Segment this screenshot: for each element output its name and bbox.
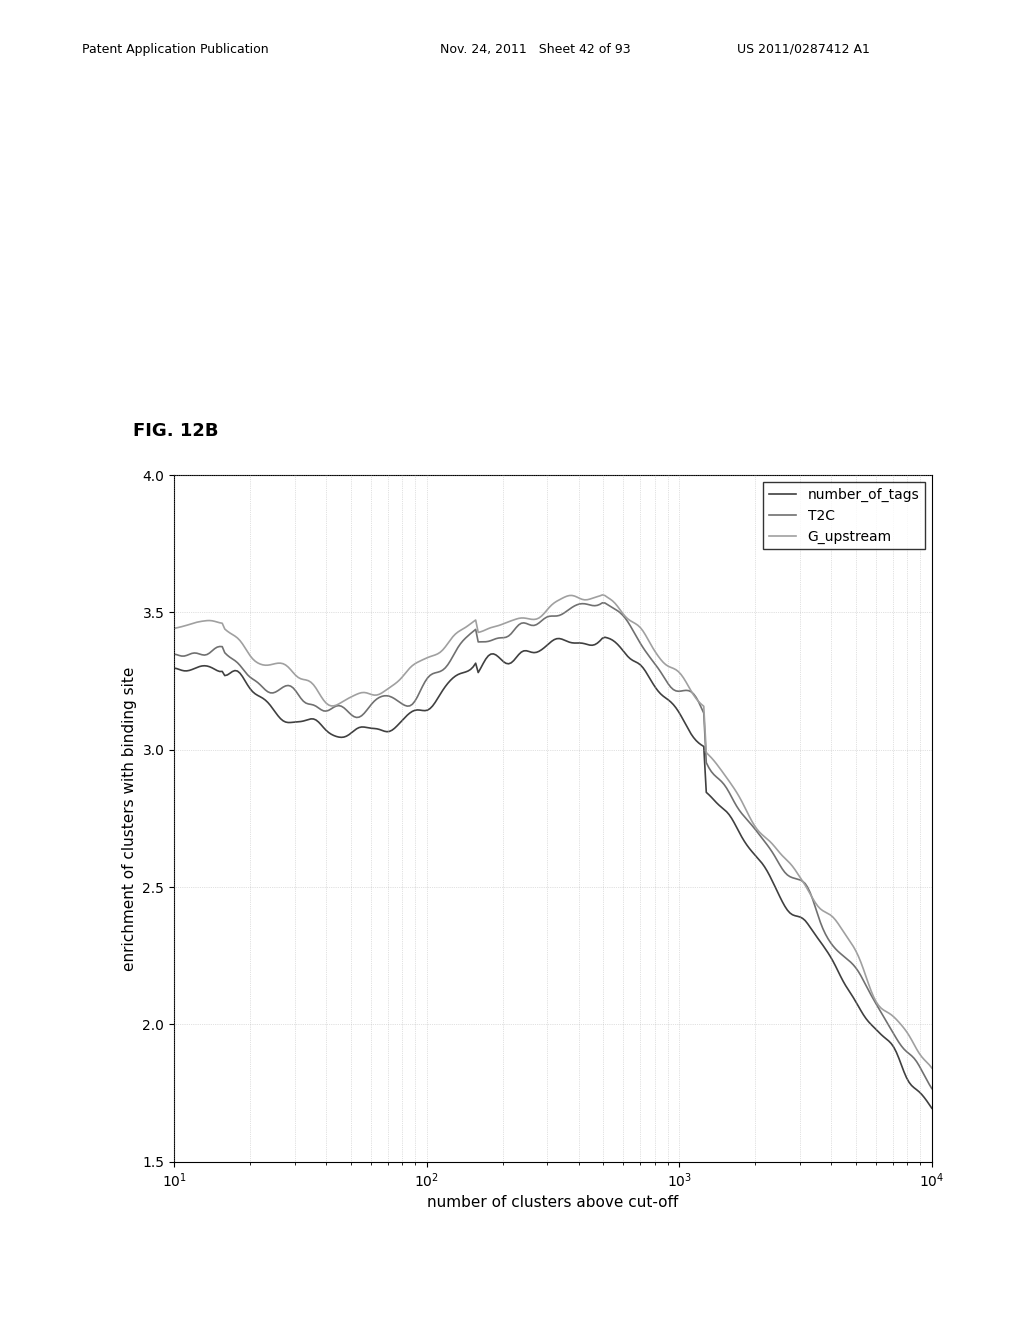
number_of_tags <box>926 1101 938 1117</box>
Text: Patent Application Publication: Patent Application Publication <box>82 42 268 55</box>
G_upstream <box>620 609 632 624</box>
G_upstream <box>857 961 869 977</box>
number_of_tags <box>857 1007 869 1023</box>
T2C <box>634 635 646 651</box>
G_upstream <box>168 620 180 636</box>
G_upstream <box>596 587 608 603</box>
G_upstream <box>809 895 821 911</box>
number_of_tags <box>170 660 182 676</box>
Legend: number_of_tags, T2C, G_upstream: number_of_tags, T2C, G_upstream <box>763 482 925 549</box>
Text: US 2011/0287412 A1: US 2011/0287412 A1 <box>737 42 870 55</box>
T2C <box>809 899 821 915</box>
T2C <box>926 1081 938 1097</box>
T2C <box>620 610 632 626</box>
number_of_tags <box>809 927 821 942</box>
Text: FIG. 12B: FIG. 12B <box>133 421 218 440</box>
T2C <box>622 614 634 630</box>
X-axis label: number of clusters above cut-off: number of clusters above cut-off <box>427 1196 679 1210</box>
Y-axis label: enrichment of clusters with binding site: enrichment of clusters with binding site <box>122 667 137 970</box>
number_of_tags <box>620 645 632 661</box>
Line: number_of_tags: number_of_tags <box>174 638 932 1109</box>
Line: G_upstream: G_upstream <box>174 595 932 1068</box>
G_upstream <box>170 620 182 636</box>
G_upstream <box>634 620 646 636</box>
G_upstream <box>926 1060 938 1076</box>
number_of_tags <box>622 648 634 664</box>
T2C <box>596 595 608 611</box>
number_of_tags <box>168 660 180 676</box>
T2C <box>168 647 180 663</box>
number_of_tags <box>634 657 646 673</box>
Line: T2C: T2C <box>174 603 932 1089</box>
number_of_tags <box>599 630 611 645</box>
G_upstream <box>622 611 634 627</box>
T2C <box>170 647 182 663</box>
T2C <box>857 973 869 989</box>
Text: Nov. 24, 2011   Sheet 42 of 93: Nov. 24, 2011 Sheet 42 of 93 <box>440 42 631 55</box>
